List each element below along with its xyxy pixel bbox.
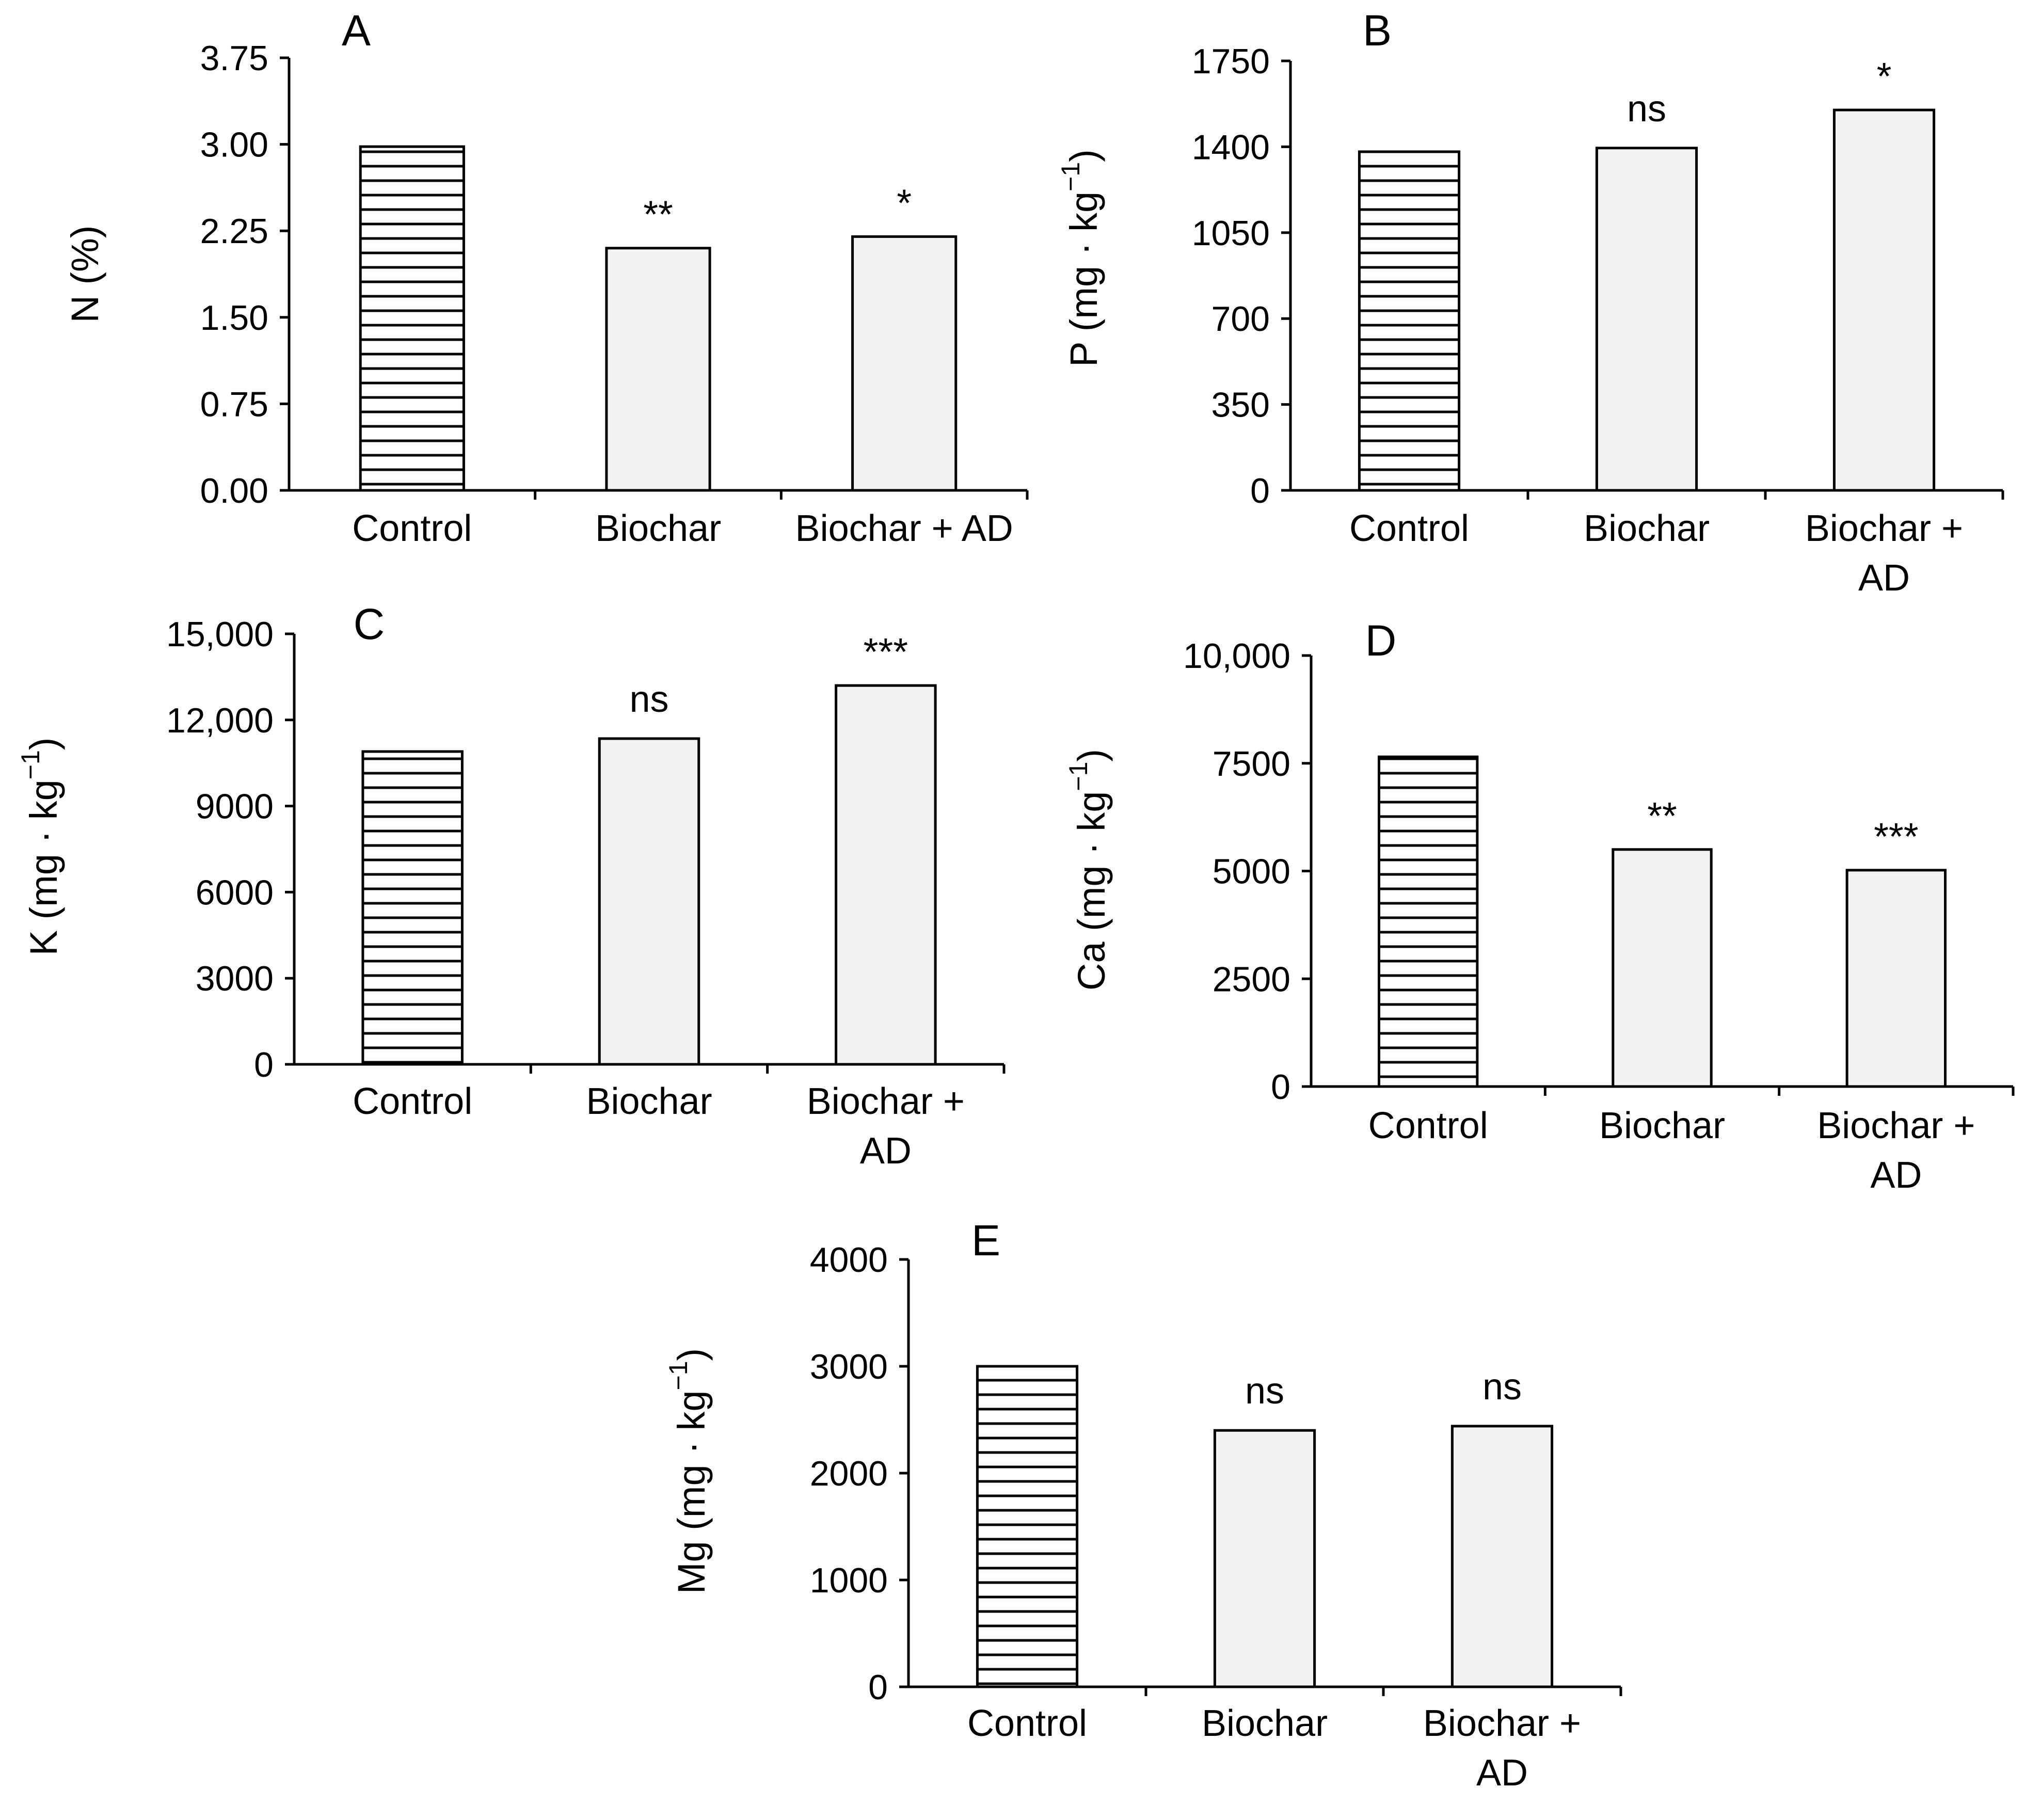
- y-tick-label: 4000: [810, 1240, 888, 1280]
- bar-biochar: [605, 247, 711, 492]
- y-axis-label: Mg (mg · kg−1): [664, 1348, 713, 1594]
- y-tick-label: 0.75: [200, 385, 268, 424]
- significance-label: ns: [1627, 88, 1666, 130]
- bar-biochar: [1612, 848, 1713, 1088]
- y-tick-label: 3000: [196, 959, 274, 998]
- bar-control: [976, 1365, 1079, 1688]
- x-tick-label: AD: [1858, 557, 1910, 599]
- y-tick-label: 3.75: [200, 39, 268, 78]
- y-tick-label: 1750: [1192, 42, 1270, 81]
- significance-label: *: [897, 181, 912, 224]
- x-tick-label: Control: [353, 1081, 472, 1122]
- panel-label: A: [342, 6, 371, 55]
- bar-control: [1377, 755, 1479, 1088]
- x-tick-label: Biochar +: [1817, 1105, 1975, 1146]
- y-tick-label: 6000: [196, 873, 274, 912]
- y-tick-label: 0: [1250, 471, 1270, 510]
- y-tick-label: 1400: [1192, 127, 1270, 167]
- chart-panel-a: 0.00 0.75 1.50 2.25 3.00 3.75 Control ** Biochar…: [63, 6, 1029, 549]
- y-axis-label: P (mg · kg−1): [1056, 149, 1105, 367]
- y-axis-label: N (%): [63, 225, 106, 323]
- x-tick-label: Control: [352, 508, 472, 549]
- significance-label: ns: [1482, 1366, 1522, 1408]
- y-tick-label: 0: [1271, 1067, 1290, 1107]
- x-tick-label: Biochar: [1599, 1105, 1725, 1146]
- x-tick-label: AD: [1870, 1155, 1922, 1196]
- y-tick-label: 700: [1211, 299, 1270, 339]
- y-tick-label: 3.00: [200, 125, 268, 165]
- significance-label: **: [643, 193, 673, 236]
- bar-biochar: [1213, 1429, 1316, 1688]
- y-tick-label: 1050: [1192, 214, 1270, 253]
- significance-label: *: [1877, 55, 1892, 98]
- panel-label: C: [354, 600, 385, 648]
- significance-label: **: [1647, 794, 1677, 837]
- bar-biochar: [1595, 147, 1698, 492]
- x-tick-label: Biochar: [586, 1081, 712, 1122]
- significance-label: ns: [629, 679, 668, 720]
- bar-biochar-ad: [851, 235, 958, 492]
- chart-panel-d: 0 2500 5000 7500 10,000 Control ** Biochar *** Bi…: [1064, 616, 2015, 1196]
- panel-label: D: [1365, 616, 1397, 665]
- y-tick-label: 5000: [1213, 852, 1290, 891]
- bar-biochar-ad: [835, 684, 937, 1066]
- x-tick-label: Control: [1349, 508, 1469, 549]
- x-tick-label: AD: [1476, 1752, 1528, 1794]
- panel-label: B: [1363, 6, 1392, 55]
- y-tick-label: 0: [868, 1668, 888, 1707]
- bar-biochar-ad: [1832, 108, 1936, 492]
- x-tick-label: Biochar + AD: [795, 508, 1013, 549]
- y-tick-label: 1.50: [200, 298, 268, 338]
- y-axis-label: K (mg · kg−1): [16, 738, 65, 956]
- x-tick-label: Control: [967, 1703, 1087, 1744]
- y-tick-label: 9000: [196, 787, 274, 826]
- y-tick-label: 350: [1211, 386, 1270, 425]
- y-tick-label: 1000: [810, 1561, 888, 1600]
- bar-control: [361, 750, 464, 1066]
- bar-control: [359, 145, 465, 492]
- panel-label: E: [971, 1216, 1000, 1265]
- y-tick-label: 7500: [1213, 744, 1290, 784]
- significance-label: ns: [1245, 1370, 1284, 1412]
- y-tick-label: 15,000: [166, 615, 274, 654]
- y-axis-label: Ca (mg · kg−1): [1064, 749, 1113, 991]
- y-tick-label: 12,000: [166, 701, 274, 740]
- x-tick-label: Control: [1368, 1105, 1488, 1146]
- x-tick-label: Biochar +: [807, 1081, 965, 1122]
- x-tick-label: Biochar: [1584, 508, 1710, 549]
- y-tick-label: 0.00: [200, 471, 268, 510]
- bar-biochar-ad: [1450, 1425, 1554, 1688]
- x-tick-label: Biochar: [595, 508, 721, 549]
- significance-label: ***: [864, 630, 908, 673]
- chart-panel-b: 0 350 700 1050 1400 1750 Control ns Biochar * Bioc…: [1056, 6, 2004, 599]
- y-tick-label: 3000: [810, 1347, 888, 1386]
- chart-panel-c: 0 3000 6000 9000 12,000 15,000 Control ns Biocha…: [16, 600, 1006, 1172]
- x-tick-label: AD: [860, 1130, 912, 1172]
- y-tick-label: 2500: [1213, 960, 1290, 999]
- y-tick-label: 10,000: [1183, 636, 1290, 676]
- y-tick-label: 2000: [810, 1454, 888, 1493]
- y-tick-label: 2.25: [200, 212, 268, 251]
- x-tick-label: Biochar +: [1423, 1703, 1581, 1744]
- x-tick-label: Biochar +: [1805, 508, 1963, 549]
- bar-biochar-ad: [1845, 869, 1947, 1088]
- chart-panel-e: 0 1000 2000 3000 4000 Control ns Biochar ns Bioch…: [664, 1216, 1622, 1794]
- x-tick-label: Biochar: [1202, 1703, 1328, 1744]
- significance-label: ***: [1874, 815, 1918, 858]
- bar-control: [1358, 150, 1461, 492]
- y-tick-label: 0: [254, 1045, 274, 1084]
- bar-biochar: [598, 737, 700, 1066]
